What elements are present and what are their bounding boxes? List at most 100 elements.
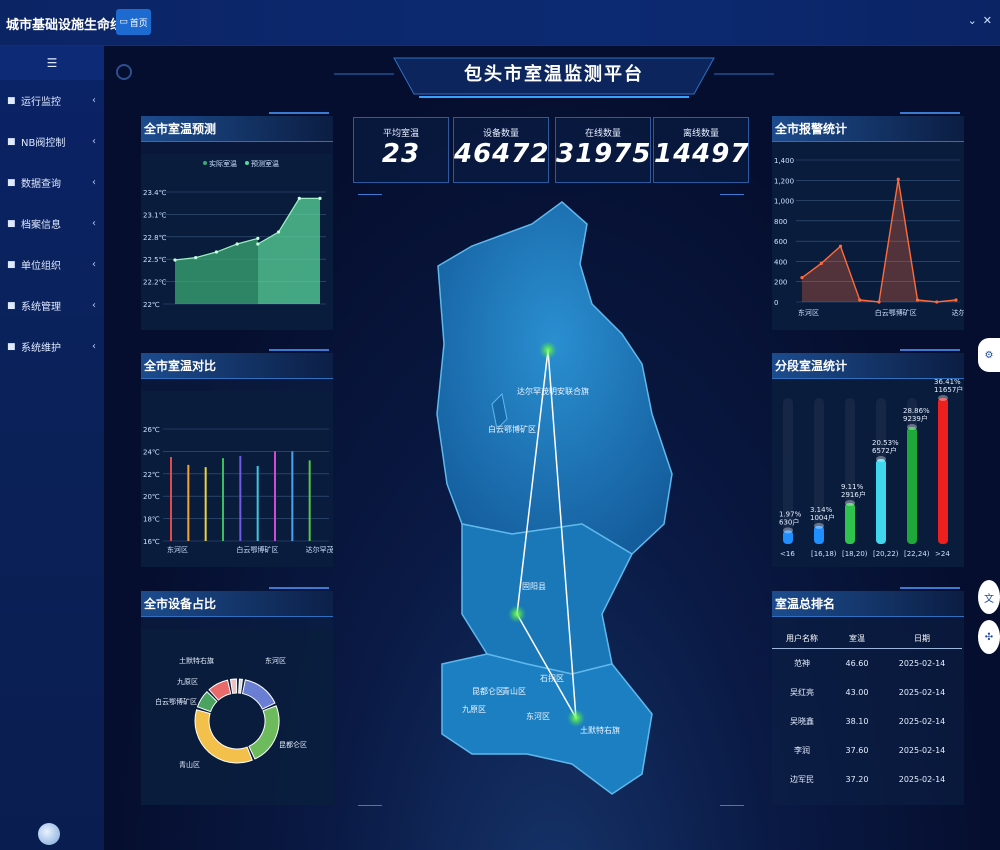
- sidebar: ☰ ■ 运行监控 ‹ ■ NB阀控制 ‹ ■ 数据查询 ‹ ■ 档案信息 ‹ ■ 单位组织 ‹ ■ 系统管理 ‹ ■…: [0, 46, 104, 850]
- category-label: 白云鄂博矿区: [236, 545, 278, 554]
- data-point: [819, 261, 823, 266]
- bar[interactable]: [814, 525, 824, 544]
- power-icon[interactable]: [116, 64, 132, 80]
- bar[interactable]: [876, 459, 886, 544]
- sidebar-item-label: 系统维护: [21, 343, 61, 354]
- cell-name: 边军民: [790, 775, 814, 784]
- settings-icon[interactable]: ⚙: [978, 338, 1000, 372]
- sidebar-item[interactable]: ■ 系统管理 ‹: [0, 285, 104, 326]
- table-row[interactable]: 范神 46.60 2025-02-14: [772, 649, 962, 678]
- sidebar-item[interactable]: ■ 数据查询 ‹: [0, 162, 104, 203]
- category-label: [22,24): [904, 550, 930, 558]
- top-bar: 城市基础设施生命线平台 ▭ 首页 ⌄ ✕: [0, 0, 1000, 46]
- bar-track: [814, 398, 824, 544]
- legend-marker: [245, 161, 249, 165]
- sidebar-item-label: 数据查询: [21, 179, 61, 190]
- pie-slice[interactable]: [241, 679, 276, 710]
- pie-slice[interactable]: [248, 705, 280, 760]
- compare-title: 全市室温对比: [144, 359, 217, 373]
- alarm-title: 全市报警统计: [775, 122, 848, 136]
- bar-top: [783, 527, 793, 534]
- chevron-left-icon: ‹: [92, 259, 96, 270]
- tick-label: 1,400: [774, 157, 794, 165]
- slice-label: 白云鄂博矿区: [155, 697, 197, 706]
- page-title: 包头市室温监测平台: [464, 64, 644, 85]
- menu-toggle-icon[interactable]: ☰: [0, 46, 104, 80]
- segment-panel: 分段室温统计 1.97% 630户 <16 3.14% 1004户 [16,18) 9.11…: [772, 349, 964, 567]
- category-label: <16: [780, 550, 795, 558]
- map-marker[interactable]: [567, 709, 585, 727]
- percent-label: 28.86%: [903, 407, 930, 415]
- data-point: [800, 276, 804, 280]
- desktop-icon: ■: [7, 300, 16, 311]
- sidebar-item[interactable]: ■ 运行监控 ‹: [0, 80, 104, 121]
- data-point: [915, 298, 920, 302]
- map-marker[interactable]: [508, 605, 526, 623]
- stat-card: 在线数量 31975: [555, 117, 651, 183]
- table-row[interactable]: 吴红亮 43.00 2025-02-14: [772, 678, 962, 707]
- rank-title: 室温总排名: [775, 597, 836, 611]
- assistant-icon[interactable]: ✣: [978, 620, 1000, 654]
- data-point: [877, 300, 881, 304]
- stat-value: 23: [381, 139, 421, 169]
- tick-label: 22.2℃: [143, 279, 167, 287]
- map-region-darhan[interactable]: [436, 201, 673, 555]
- bar[interactable]: [938, 398, 948, 544]
- map-region-guyang[interactable]: [461, 523, 633, 675]
- chevron-down-icon[interactable]: ⌄: [967, 14, 977, 27]
- building-icon: ■: [7, 259, 16, 270]
- sidebar-item[interactable]: ■ 系统维护 ‹: [0, 326, 104, 367]
- map-marker[interactable]: [539, 341, 557, 359]
- bar-top: [938, 395, 948, 401]
- pie-slice[interactable]: [208, 679, 232, 701]
- cell-date: 2025-02-14: [898, 717, 946, 726]
- count-label: 630户: [779, 517, 799, 526]
- share-title: 全市设备占比: [144, 597, 217, 611]
- bar[interactable]: [783, 530, 793, 544]
- stat-card: 平均室温 23: [353, 117, 449, 183]
- pie-slice[interactable]: [238, 678, 244, 694]
- map-label: 固阳县: [522, 582, 546, 591]
- chevron-left-icon: ‹: [92, 177, 96, 188]
- pie-slice[interactable]: [194, 709, 253, 764]
- forecast-panel: 全市室温预测 22℃ 22.2℃ 22.5℃ 22.8℃ 23.1℃ 23.4℃ 实际室温 预…: [141, 112, 333, 330]
- legend-label: 预测室温: [251, 159, 279, 168]
- chevron-left-icon: ‹: [92, 300, 96, 311]
- segment-title: 分段室温统计: [775, 359, 848, 373]
- map-label: 达尔罕茂明安联合旗: [517, 386, 589, 396]
- tick-label: 1,200: [774, 177, 794, 185]
- pie-slice[interactable]: [196, 690, 218, 713]
- map-region-south[interactable]: [441, 653, 653, 795]
- chevron-left-icon: ‹: [92, 218, 96, 229]
- percent-label: 9.11%: [841, 483, 864, 491]
- table-row[interactable]: 吴晓鑫 38.10 2025-02-14: [772, 707, 962, 736]
- bar[interactable]: [845, 502, 855, 544]
- stat-value: 14497: [654, 139, 750, 169]
- sidebar-item[interactable]: ■ 单位组织 ‹: [0, 244, 104, 285]
- cell-date: 2025-02-14: [898, 746, 946, 755]
- home-button[interactable]: ▭ 首页: [116, 9, 151, 35]
- cell-name: 吴晓鑫: [790, 717, 814, 726]
- close-icon[interactable]: ✕: [982, 14, 992, 27]
- translate-icon[interactable]: 文: [978, 580, 1000, 614]
- bar[interactable]: [907, 427, 917, 544]
- avatar[interactable]: [38, 823, 60, 845]
- percent-label: 36.41%: [934, 379, 961, 386]
- chevron-left-icon: ‹: [92, 95, 96, 106]
- file-icon: ■: [7, 218, 16, 229]
- data-point: [173, 258, 177, 262]
- area-series: [175, 238, 258, 304]
- category-label: [16,18): [811, 550, 837, 558]
- cell-date: 2025-02-14: [898, 659, 946, 668]
- pie-slice[interactable]: [229, 678, 238, 694]
- data-point: [276, 230, 281, 234]
- bar-top: [814, 522, 824, 529]
- header-temp: 室温: [849, 634, 865, 643]
- table-row[interactable]: 李润 37.60 2025-02-14: [772, 736, 962, 765]
- table-row[interactable]: 边军民 37.20 2025-02-14: [772, 765, 962, 794]
- data-point: [235, 242, 239, 246]
- sidebar-item[interactable]: ■ 档案信息 ‹: [0, 203, 104, 244]
- sidebar-item[interactable]: ■ NB阀控制 ‹: [0, 121, 104, 162]
- map-label: 东河区: [526, 711, 550, 721]
- title-frame: [334, 57, 774, 98]
